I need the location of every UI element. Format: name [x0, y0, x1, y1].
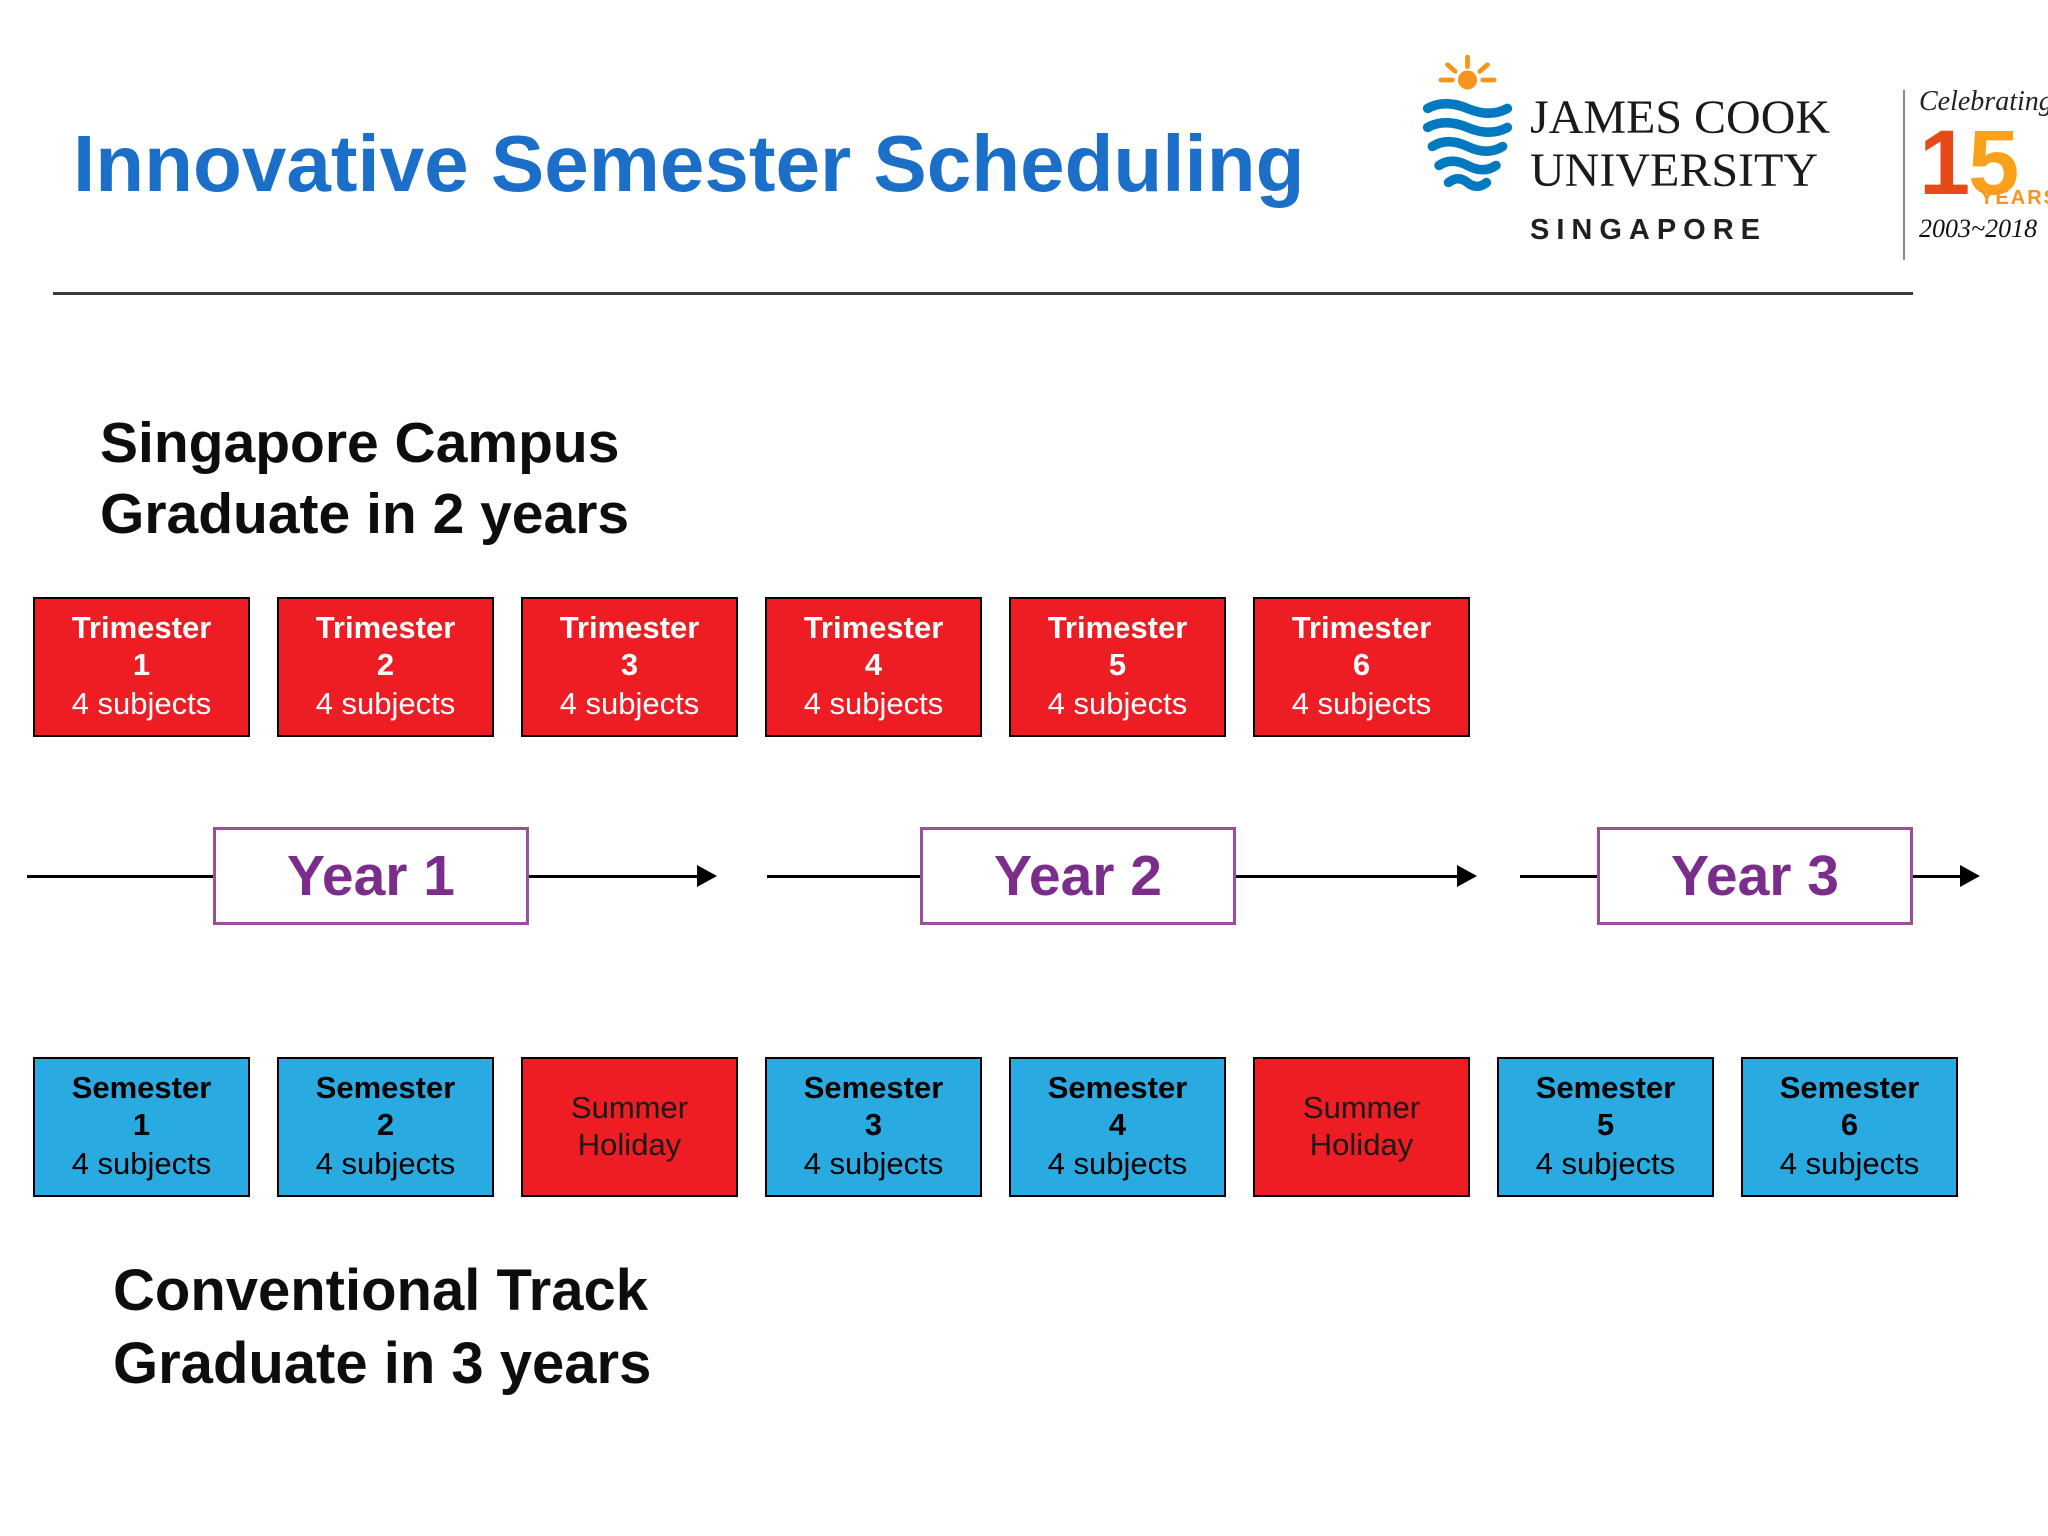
box-number: 3	[864, 1106, 883, 1142]
box-number: 1	[132, 646, 151, 682]
box-title: Trimester	[559, 610, 700, 646]
box-subtitle: 4 subjects	[71, 1146, 212, 1182]
box-subtitle: 4 subjects	[1779, 1146, 1920, 1182]
box-number: 5	[1596, 1106, 1615, 1142]
jcu-logo: JAMES COOK UNIVERSITY SINGAPORE Celebrat…	[1415, 50, 2048, 265]
year-timeline: Year 1 Year 2 Year 3	[0, 827, 2048, 927]
accelerated-heading-line2: Graduate in 2 years	[100, 482, 630, 547]
jcu-sun-waves-icon	[1422, 54, 1513, 192]
year-2-box: Year 2	[920, 827, 1236, 925]
celebrating-label: Celebrating	[1919, 86, 2048, 117]
box-title: Trimester	[71, 610, 212, 646]
year-label: Year 1	[287, 844, 455, 908]
box-number: 2	[376, 1106, 395, 1142]
accelerated-heading-line1: Singapore Campus	[100, 411, 620, 475]
anniversary-range: 2003~2018	[1919, 214, 2038, 244]
timeline-segment	[27, 875, 213, 878]
header-rule	[53, 292, 1913, 295]
trimester-3-box: Trimester 3 4 subjects	[521, 597, 738, 737]
arrow-right-icon	[1457, 865, 1477, 887]
year-label: Year 2	[994, 844, 1162, 908]
page-title: Innovative Semester Scheduling	[73, 119, 1305, 208]
box-title: Trimester	[803, 610, 944, 646]
box-subtitle: 4 subjects	[803, 1146, 944, 1182]
year-1-box: Year 1	[213, 827, 529, 925]
box-subtitle: Holiday	[1309, 1127, 1414, 1162]
box-subtitle: 4 subjects	[1047, 1146, 1188, 1182]
box-subtitle: 4 subjects	[71, 686, 212, 722]
arrow-right-icon	[1960, 865, 1980, 887]
box-title: Trimester	[1291, 610, 1432, 646]
conventional-heading-line1: Conventional Track	[113, 1258, 649, 1323]
box-title: Semester	[315, 1070, 456, 1106]
box-title: Semester	[1535, 1070, 1676, 1106]
accelerated-track-heading: Singapore Campus Graduate in 2 years	[100, 408, 629, 551]
timeline-segment	[1913, 875, 1963, 878]
trimester-row: Trimester 1 4 subjects Trimester 2 4 sub…	[33, 597, 1470, 737]
conventional-track-heading: Conventional Track Graduate in 3 years	[113, 1255, 651, 1400]
box-subtitle: 4 subjects	[559, 686, 700, 722]
box-title: Trimester	[1047, 610, 1188, 646]
semester-4-box: Semester 4 4 subjects	[1009, 1057, 1226, 1197]
box-subtitle: 4 subjects	[1535, 1146, 1676, 1182]
trimester-5-box: Trimester 5 4 subjects	[1009, 597, 1226, 737]
summer-holiday-box: Summer Holiday	[1253, 1057, 1470, 1197]
box-subtitle: 4 subjects	[803, 686, 944, 722]
trimester-6-box: Trimester 6 4 subjects	[1253, 597, 1470, 737]
timeline-segment	[767, 875, 920, 878]
campus-label: SINGAPORE	[1530, 213, 1768, 246]
logo-divider	[1903, 90, 1905, 260]
box-number: 1	[132, 1106, 151, 1142]
university-name-line2: UNIVERSITY	[1530, 143, 1818, 197]
timeline-segment	[1520, 875, 1597, 878]
conventional-heading-line2: Graduate in 3 years	[113, 1330, 652, 1396]
box-title: Trimester	[315, 610, 456, 646]
semester-5-box: Semester 5 4 subjects	[1497, 1057, 1714, 1197]
box-title: Semester	[71, 1070, 212, 1106]
timeline-segment	[529, 875, 697, 878]
box-number: 4	[864, 646, 883, 682]
box-title: Summer	[1302, 1090, 1421, 1126]
anniversary-number: 15	[1919, 112, 2019, 214]
box-number: 6	[1840, 1106, 1859, 1142]
year-3-box: Year 3	[1597, 827, 1913, 925]
box-subtitle: Holiday	[577, 1127, 682, 1162]
trimester-1-box: Trimester 1 4 subjects	[33, 597, 250, 737]
university-name-line1: JAMES COOK	[1530, 91, 1831, 144]
trimester-2-box: Trimester 2 4 subjects	[277, 597, 494, 737]
timeline-segment	[1235, 875, 1457, 878]
semester-2-box: Semester 2 4 subjects	[277, 1057, 494, 1197]
semester-1-box: Semester 1 4 subjects	[33, 1057, 250, 1197]
semester-row: Semester 1 4 subjects Semester 2 4 subje…	[33, 1057, 1958, 1197]
year-label: Year 3	[1671, 844, 1839, 908]
semester-6-box: Semester 6 4 subjects	[1741, 1057, 1958, 1197]
anniversary-badge: Celebrating 15 YEARS 2003~2018	[1919, 86, 2048, 244]
box-subtitle: 4 subjects	[315, 686, 456, 722]
box-title: Semester	[1047, 1070, 1188, 1106]
box-number: 2	[376, 646, 395, 682]
arrow-right-icon	[697, 865, 717, 887]
box-subtitle: 4 subjects	[1047, 686, 1188, 722]
summer-holiday-box: Summer Holiday	[521, 1057, 738, 1197]
box-number: 4	[1108, 1106, 1127, 1142]
semester-3-box: Semester 3 4 subjects	[765, 1057, 982, 1197]
box-title: Semester	[1779, 1070, 1920, 1106]
jcu-logo-text: JAMES COOK UNIVERSITY SINGAPORE	[1530, 91, 1831, 247]
years-label: YEARS	[1980, 187, 2048, 210]
box-number: 3	[620, 646, 639, 682]
box-number: 6	[1352, 646, 1371, 682]
trimester-4-box: Trimester 4 4 subjects	[765, 597, 982, 737]
box-subtitle: 4 subjects	[1291, 686, 1432, 722]
box-title: Semester	[803, 1070, 944, 1106]
box-subtitle: 4 subjects	[315, 1146, 456, 1182]
box-number: 5	[1108, 646, 1127, 682]
box-title: Summer	[570, 1090, 689, 1126]
